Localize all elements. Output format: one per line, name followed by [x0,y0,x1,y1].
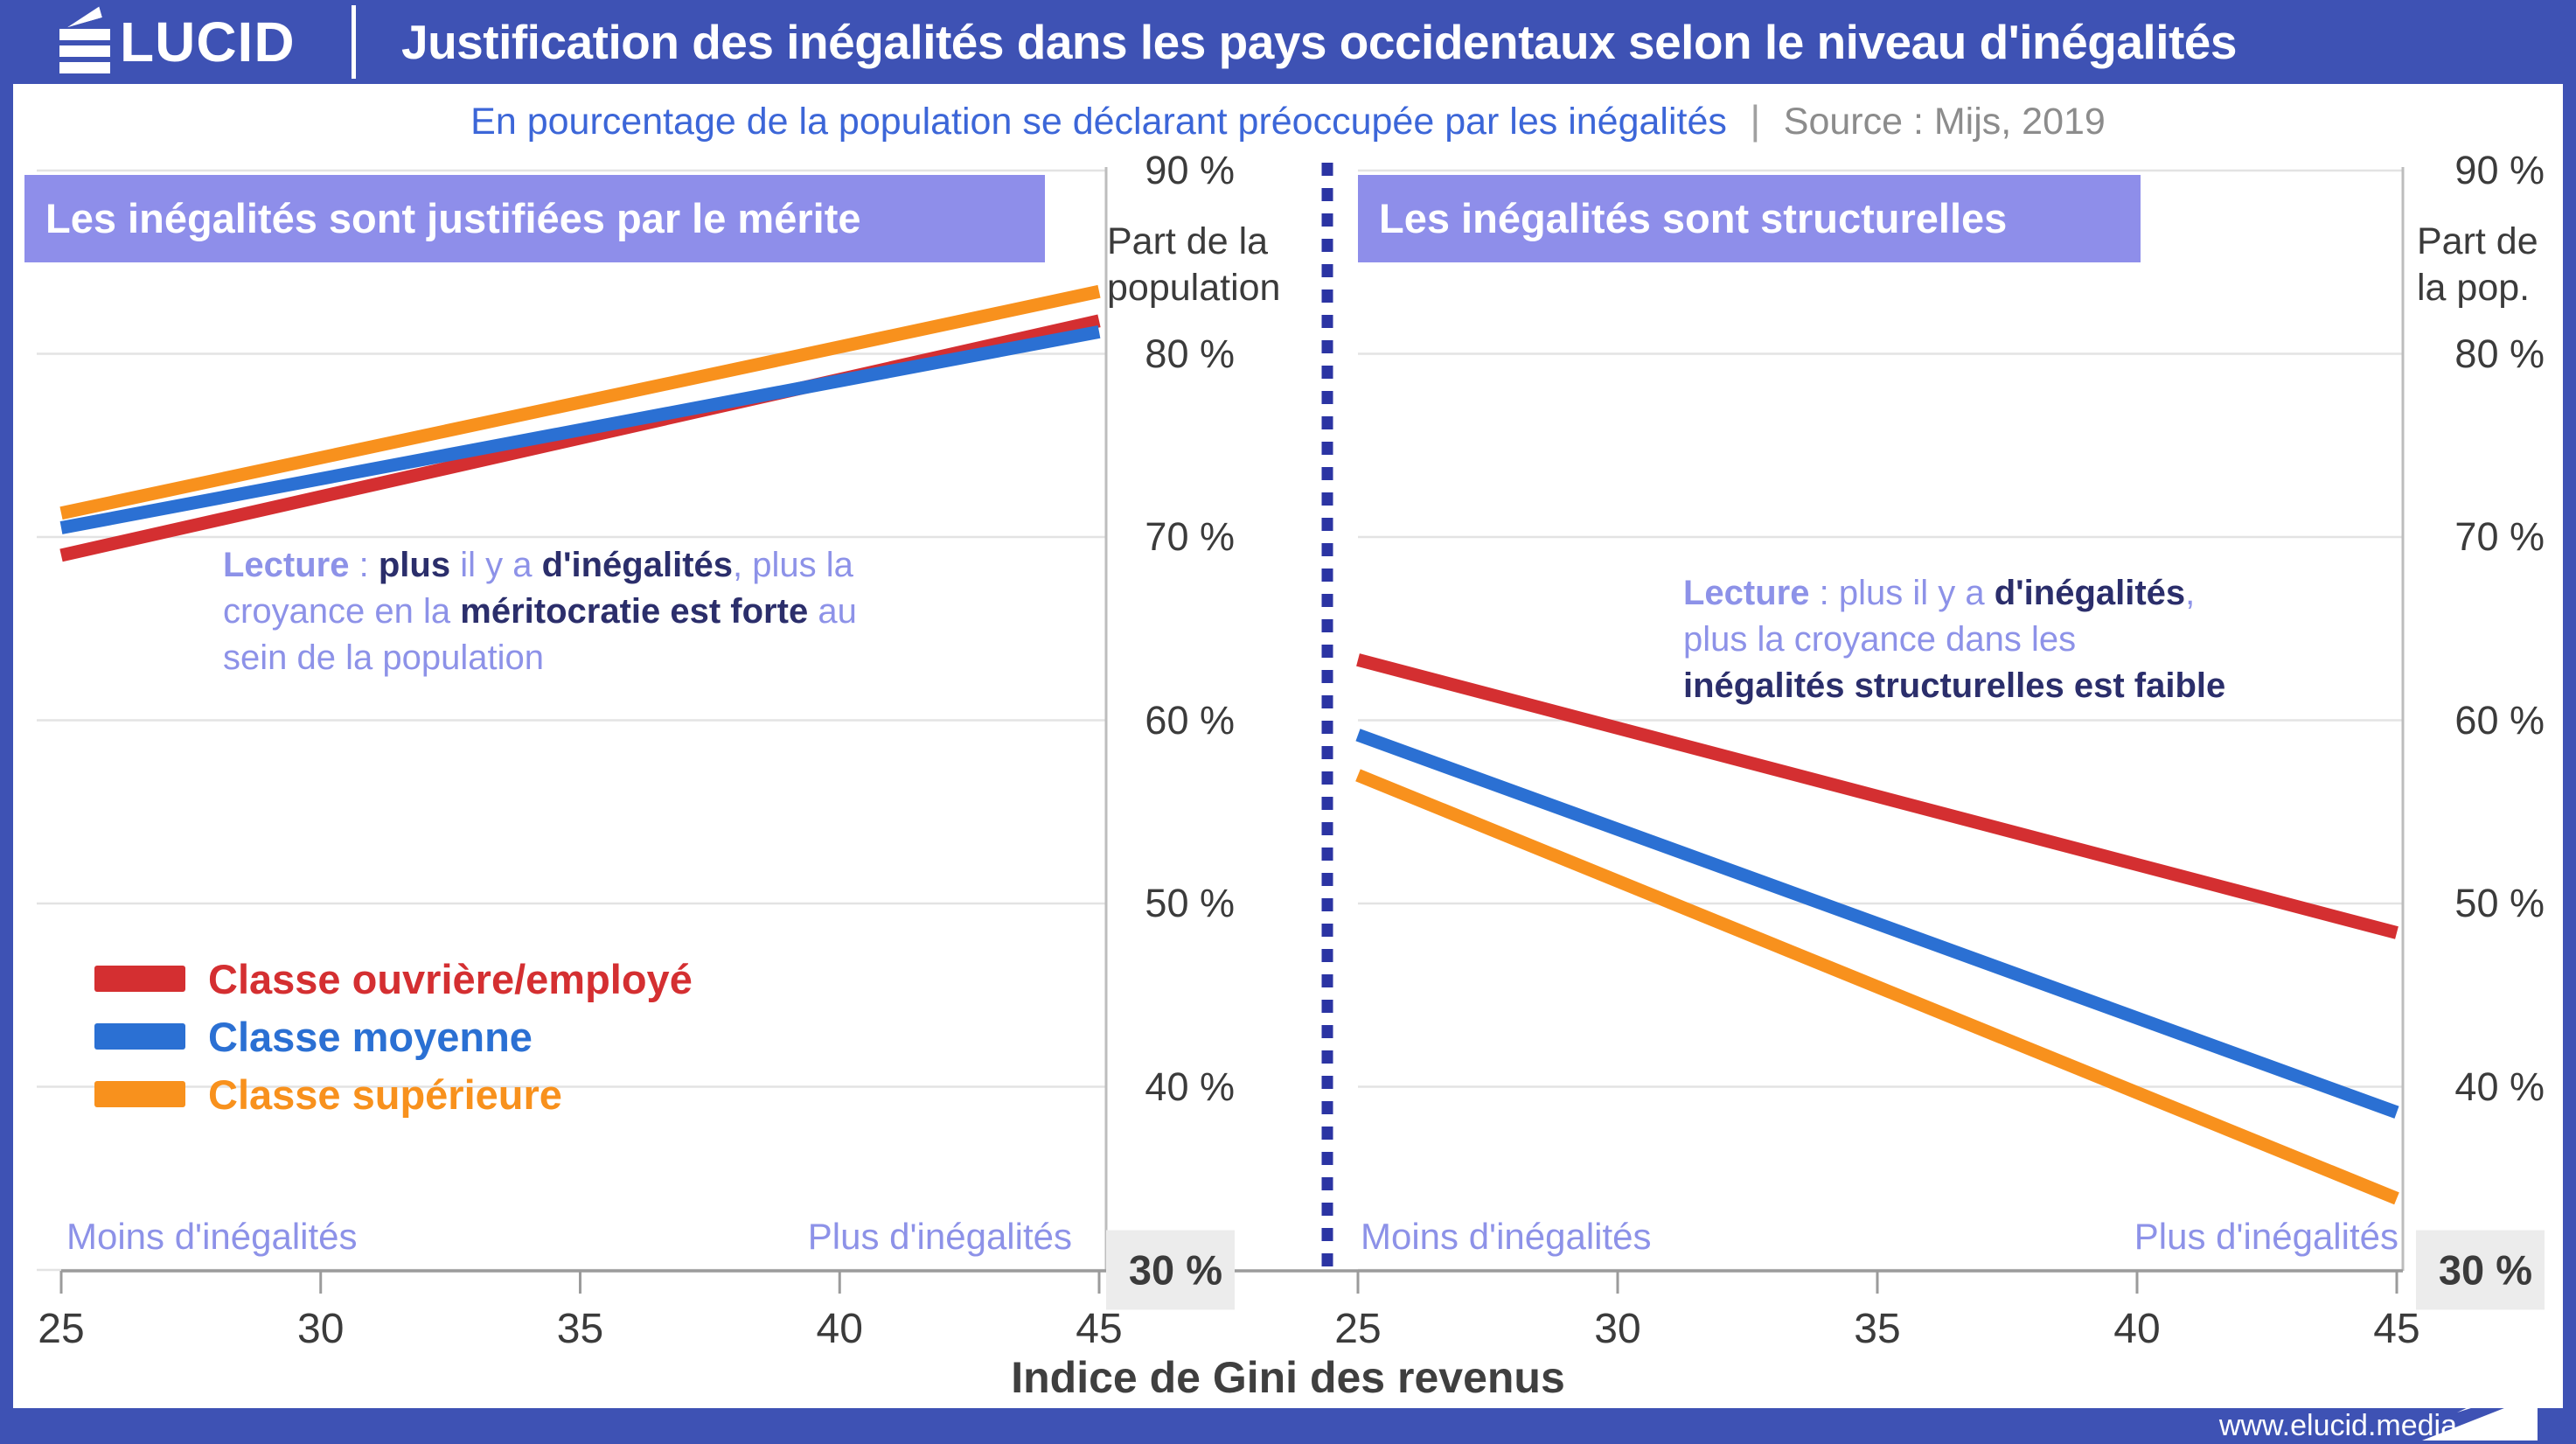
reading-note-right: Lecture : plus il y a d'inégalités, plus … [1683,570,2225,709]
y-tick-label: 80 % [2454,331,2545,376]
reading-note-left: Lecture : plus il y a d'inégalités, plus… [223,542,857,681]
x-tick-label: 25 [38,1306,85,1352]
annotation-less-inequality-right: Moins d'inégalités [1361,1216,1652,1257]
y-axis-caption-right: Part de la pop. [2417,220,2538,309]
x-tick-label: 35 [556,1306,604,1352]
reading-note-line: plus la croyance dans les [1683,620,2077,659]
y-tick-label: 40 % [2454,1064,2545,1109]
subtitle-row: En pourcentage de la population se décla… [0,96,2576,143]
x-tick-label: 30 [1594,1306,1641,1352]
y-tick-label-highlighted: 30 % [2415,1230,2545,1310]
left-border-strip [0,0,13,1444]
elucid-logo: LUCID [0,10,341,74]
reading-note-line: Lecture : plus il y a d'inégalités, plus… [223,546,853,584]
y-tick-label: 60 % [2454,697,2545,743]
legend-label: Classe ouvrière/employé [208,955,693,1002]
series-line-blue [1355,729,2399,1119]
legend-item: Classe supérieure [94,1065,693,1123]
reading-note-line: croyance en la méritocratie est forte au [223,592,857,631]
y-axis-caption-middle: Part de la population [1107,220,1281,309]
source-text: Source : Mijs, 2019 [1783,101,2106,143]
x-tick-label: 40 [816,1306,863,1352]
x-axis-title: Indice de Gini des revenus [1011,1353,1565,1402]
subtitle-pipe: | [1750,97,1761,143]
y-tick-label: 90 % [2454,148,2545,192]
x-tick-label: 45 [2373,1306,2420,1352]
legend-label: Classe moyenne [208,1013,533,1060]
x-tick-label: 40 [2113,1306,2161,1352]
y-tick-label: 60 % [1145,697,1235,743]
legend-item: Classe moyenne [94,1008,693,1065]
series-line-blue [59,324,1101,534]
elucid-logo-text: LUCID [120,10,296,73]
y-tick-label: 40 % [1145,1064,1235,1109]
annotation-less-inequality-left: Moins d'inégalités [66,1216,358,1257]
series-line-red [1356,653,2398,939]
reading-note-line: Lecture : plus il y a d'inégalités, [1683,574,2196,612]
page-title: Justification des inégalités dans les pa… [401,15,2237,69]
legend-swatch-blue [94,1023,185,1050]
header-separator [352,5,356,79]
y-tick-label-highlighted: 30 % [1105,1230,1235,1310]
legend-item: Classe ouvrière/employé [94,950,693,1008]
panel-title-right: Les inégalités sont structurelles [1358,175,2141,262]
y-tick-label: 80 % [1145,331,1235,376]
x-tick-label: 30 [297,1306,345,1352]
right-border-strip [2563,0,2576,1444]
legend-label: Classe supérieure [208,1071,562,1118]
series-line-orange [1355,769,2399,1205]
reading-note-line: sein de la population [223,638,544,677]
x-tick-label: 35 [1854,1306,1901,1352]
legend-swatch-orange [94,1081,185,1107]
header-bar: LUCID Justification des inégalités dans … [0,0,2576,84]
x-tick-label: 25 [1334,1306,1382,1352]
legend: Classe ouvrière/employé Classe moyenne Cla… [94,950,693,1123]
x-tick-label: 45 [1076,1306,1123,1352]
subtitle-text: En pourcentage de la population se décla… [470,101,1727,143]
y-tick-label: 50 % [2454,881,2545,925]
x-axis-tick-labels: 25 30 35 40 45 25 30 35 40 45 [0,1305,2576,1357]
y-tick-label: 70 % [1145,514,1235,559]
y-tick-label: 70 % [2454,514,2545,559]
y-axis-labels-right: 90 % 80 % 70 % 60 % 50 % 40 % 30 % [2413,0,2545,1444]
annotation-more-inequality-left: Plus d'inégalités [807,1216,1072,1257]
reading-note-line: inégalités structurelles est faible [1683,666,2226,705]
elucid-e-icon [58,10,115,74]
series-line-orange [59,284,1101,520]
footer-bar [0,1408,2576,1444]
legend-swatch-red [94,966,185,992]
annotation-more-inequality-right: Plus d'inégalités [2134,1216,2398,1257]
y-axis-labels-middle: 90 % 80 % 70 % 60 % 50 % 40 % 30 % [1095,0,1235,1444]
panel-title-left: Les inégalités sont justifiées par le mé… [24,175,1045,262]
elucid-flag-icon [2422,1374,2538,1441]
y-tick-label: 50 % [1145,881,1235,925]
site-url-link[interactable]: www.elucid.media [2218,1409,2457,1442]
y-tick-label: 90 % [1145,148,1235,192]
